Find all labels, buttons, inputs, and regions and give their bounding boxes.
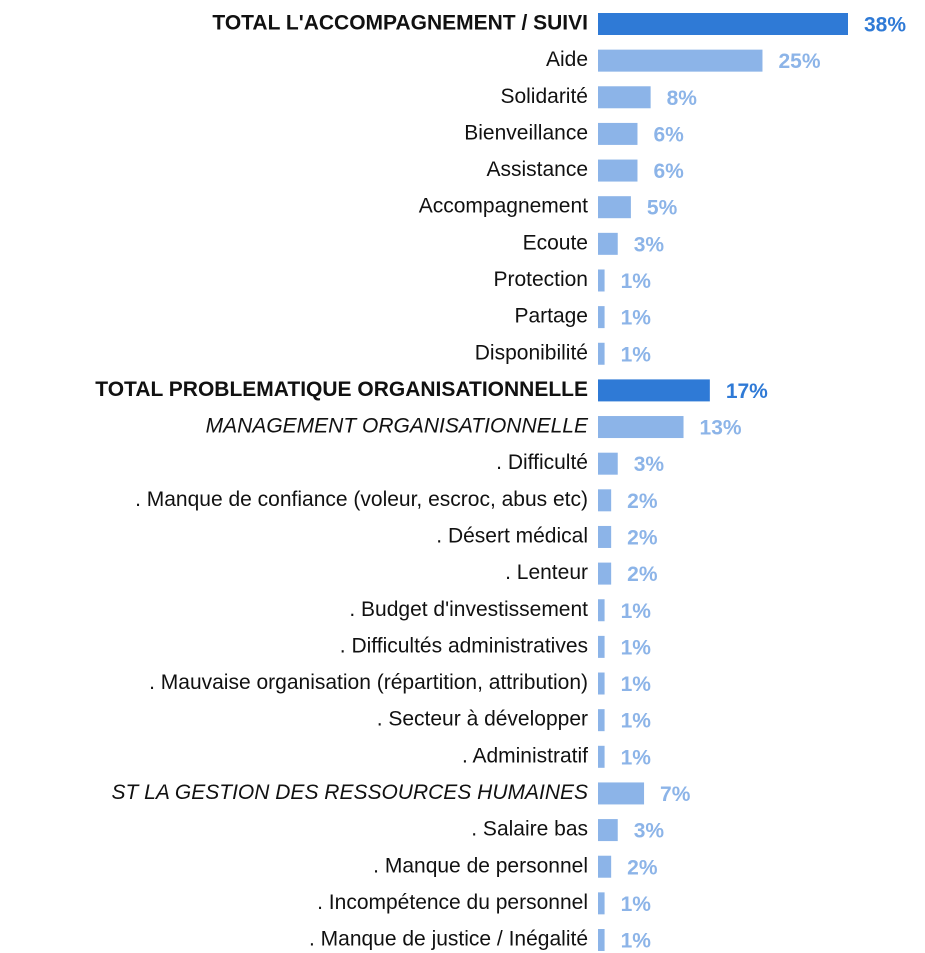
- value-label: 17%: [726, 380, 768, 403]
- bar: [598, 379, 710, 402]
- bar: [598, 525, 612, 548]
- bar: [598, 306, 605, 329]
- value-label: 1%: [621, 710, 652, 733]
- value-label: 1%: [621, 270, 652, 293]
- value-label: 2%: [627, 527, 658, 550]
- value-label: 1%: [621, 343, 652, 366]
- value-label: 3%: [634, 820, 665, 843]
- bar: [598, 672, 605, 695]
- value-label: 25%: [778, 50, 820, 73]
- bar: [598, 232, 618, 255]
- bar: [598, 745, 605, 768]
- value-label: 1%: [621, 307, 652, 330]
- bar: [598, 269, 605, 292]
- category-label: Bienveillance: [464, 121, 588, 144]
- value-label: 13%: [700, 417, 742, 440]
- bar: [598, 709, 605, 732]
- value-label: 1%: [621, 673, 652, 696]
- bar: [598, 452, 618, 475]
- value-label: 1%: [621, 893, 652, 916]
- category-label: . Difficulté: [496, 451, 588, 474]
- bar: [598, 489, 612, 512]
- category-label: . Désert médical: [436, 525, 588, 548]
- category-label: Ecoute: [523, 231, 588, 254]
- bar: [598, 855, 612, 878]
- category-label: Assistance: [486, 158, 588, 181]
- category-label: . Salaire bas: [471, 818, 588, 841]
- value-label: 3%: [634, 233, 665, 256]
- bar: [598, 342, 605, 365]
- bar: [598, 122, 638, 145]
- category-label: TOTAL PROBLEMATIQUE ORGANISATIONNELLE: [95, 378, 588, 401]
- value-label: 6%: [653, 123, 684, 146]
- value-label: 7%: [660, 783, 691, 806]
- value-label: 1%: [621, 930, 652, 953]
- category-label: Partage: [514, 305, 588, 328]
- value-label: 2%: [627, 856, 658, 879]
- category-label: . Secteur à développer: [377, 708, 588, 731]
- value-label: 1%: [621, 746, 652, 769]
- category-label: MANAGEMENT ORGANISATIONNELLE: [206, 415, 589, 438]
- bar: [598, 49, 763, 72]
- bar: [598, 892, 605, 915]
- bar: [598, 416, 684, 439]
- bar: [598, 13, 848, 35]
- value-label: 8%: [667, 87, 698, 110]
- bar: [598, 599, 605, 622]
- bar: [598, 635, 605, 658]
- category-label: . Mauvaise organisation (répartition, at…: [149, 671, 588, 694]
- category-label: TOTAL L'ACCOMPAGNEMENT / SUIVI: [212, 12, 588, 35]
- category-label: Disponibilité: [475, 341, 588, 364]
- bar: [598, 196, 631, 219]
- category-label: . Lenteur: [505, 561, 588, 584]
- bar: [598, 86, 651, 109]
- category-label: . Budget d'investissement: [349, 598, 588, 621]
- category-label: Solidarité: [500, 85, 588, 108]
- category-label: ST LA GESTION DES RESSOURCES HUMAINES: [112, 781, 588, 804]
- value-label: 6%: [653, 160, 684, 183]
- category-label: . Manque de confiance (voleur, escroc, a…: [135, 488, 588, 511]
- category-label: Protection: [493, 268, 588, 291]
- bar: [598, 929, 605, 951]
- value-label: 2%: [627, 490, 658, 513]
- bar: [598, 562, 612, 585]
- value-label: 5%: [647, 197, 678, 220]
- category-label: Aide: [546, 48, 588, 71]
- value-label: 1%: [621, 636, 652, 659]
- value-label: 3%: [634, 453, 665, 476]
- value-label: 2%: [627, 563, 658, 586]
- bar: [598, 782, 645, 805]
- category-label: Accompagnement: [419, 195, 588, 218]
- value-label: 1%: [621, 600, 652, 623]
- category-label: . Manque de personnel: [373, 854, 588, 877]
- category-label: . Incompétence du personnel: [317, 891, 588, 914]
- bar: [598, 159, 638, 182]
- category-label: . Manque de justice / Inégalité: [309, 928, 588, 951]
- bar: [598, 819, 618, 842]
- category-label: . Administratif: [462, 744, 588, 767]
- category-label: . Difficultés administratives: [340, 634, 588, 657]
- value-label: 38%: [864, 14, 906, 37]
